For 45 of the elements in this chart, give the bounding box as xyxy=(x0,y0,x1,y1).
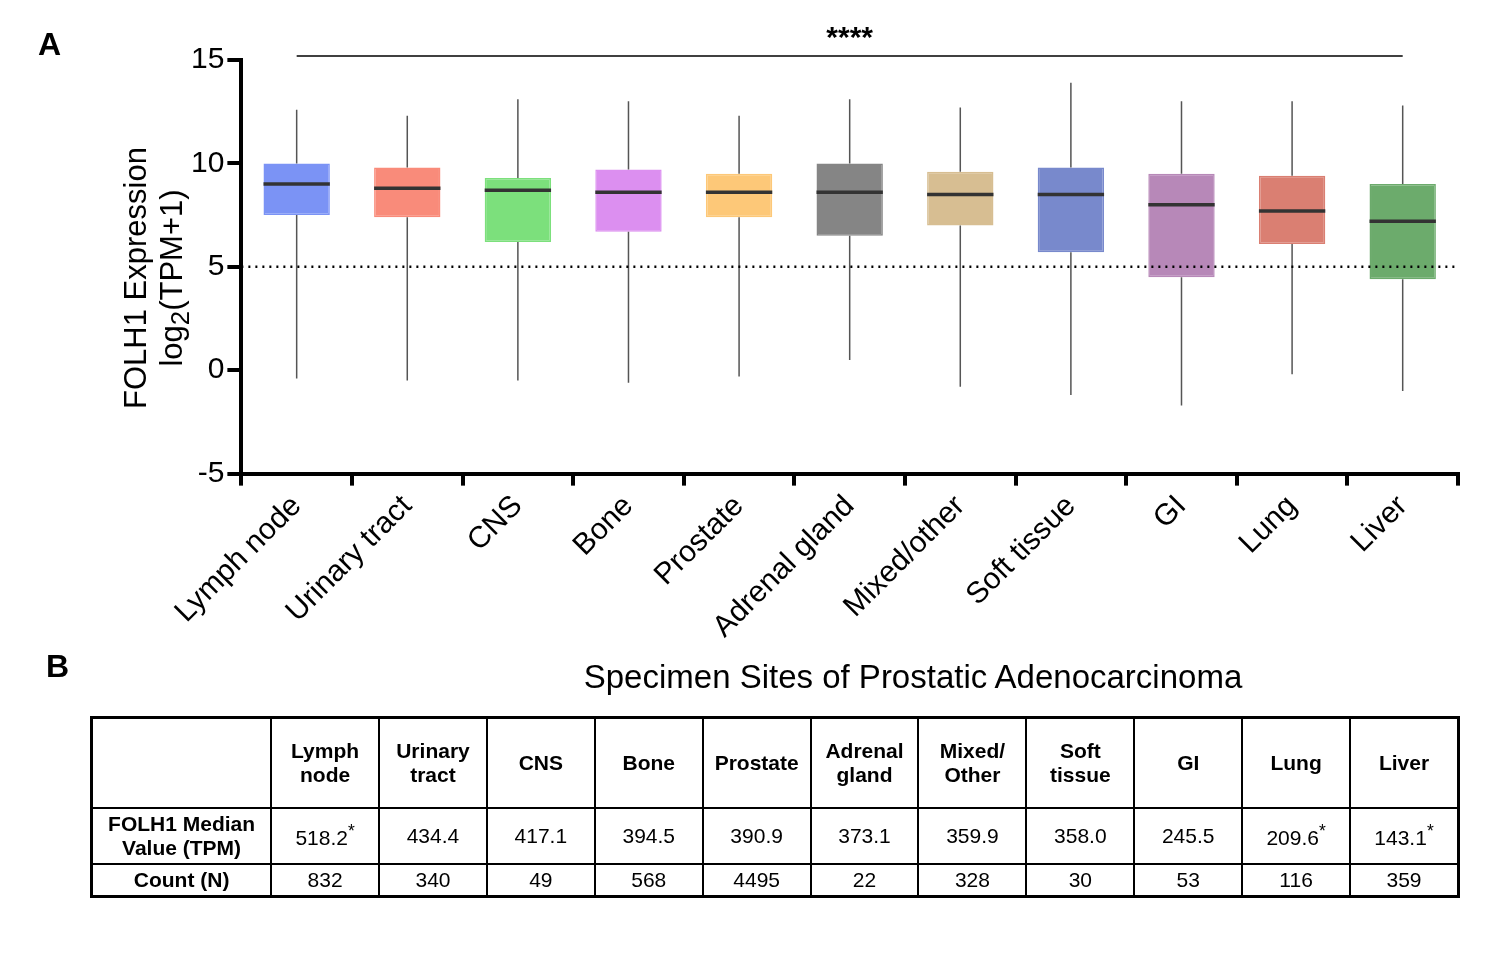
text: A xyxy=(38,25,62,62)
text: 30 xyxy=(1068,867,1092,891)
text: 209.6$^{*}$ xyxy=(1266,821,1326,849)
category-label: Prostate xyxy=(702,717,811,808)
text: 394.5 xyxy=(622,823,676,847)
y-tick-label: 15 xyxy=(190,41,225,75)
y-tick-label: 10 xyxy=(190,144,225,178)
y-tick-label: 5 xyxy=(207,248,225,282)
text: 22 xyxy=(852,867,877,891)
category-label: Bone xyxy=(594,717,703,808)
text: Specimen Sites of Prostatic Adenocarcinoma xyxy=(582,658,1244,696)
text: 53 xyxy=(1176,867,1200,891)
y-tick-label: 0 xyxy=(207,351,225,385)
text: 568 xyxy=(631,867,667,891)
text: 143.1$^{*}$ xyxy=(1374,821,1434,849)
text: 417.1 xyxy=(514,823,568,847)
category-label: GI xyxy=(1134,717,1243,808)
text: 49 xyxy=(529,867,553,891)
text: 4495 xyxy=(733,867,780,891)
category-label: Adrenal gland xyxy=(810,717,919,808)
text: 373.1 xyxy=(838,823,891,847)
text: B xyxy=(46,648,70,685)
text: 245.5 xyxy=(1161,823,1215,847)
category-label: Liver xyxy=(1350,717,1459,808)
category-label: FOLH1 Median Value (TPM) xyxy=(108,811,256,859)
category-label: Mixed/ Other xyxy=(918,717,1027,808)
text: 116 xyxy=(1279,867,1313,891)
category-label: Urinary tract xyxy=(379,717,487,808)
category-label: Soft tissue xyxy=(1026,717,1135,808)
category-label: Lung xyxy=(1242,717,1351,808)
x-tick-label: GI xyxy=(1145,488,1192,534)
text: 328 xyxy=(954,867,990,891)
text: 832 xyxy=(307,867,343,891)
text: 390.9 xyxy=(730,823,783,847)
text: **** xyxy=(826,20,874,54)
text: 434.4 xyxy=(406,823,460,847)
text: 359.9 xyxy=(946,823,999,847)
text: 359 xyxy=(1386,867,1422,891)
category-label: Lymph node xyxy=(271,717,380,808)
text: 340 xyxy=(415,867,451,891)
text: 518.2$^{*}$ xyxy=(295,821,355,849)
category-label: CNS xyxy=(486,717,595,808)
category-label: Count (N) xyxy=(133,867,230,891)
text: 358.0 xyxy=(1054,823,1107,847)
y-tick-label: -5 xyxy=(197,454,225,488)
